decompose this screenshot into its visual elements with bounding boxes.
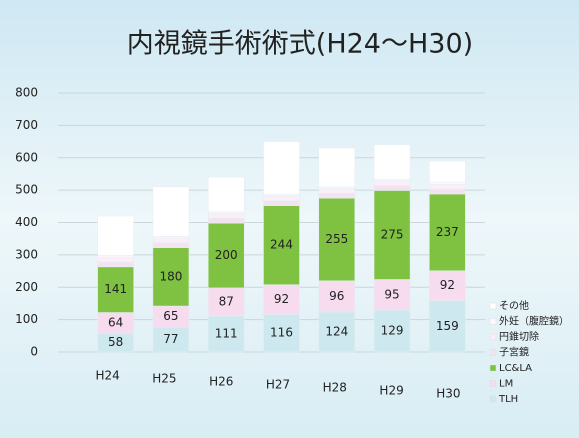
data-label: 141: [104, 282, 127, 296]
y-tick-label: 500: [15, 183, 38, 197]
bar-segment: [207, 315, 245, 353]
data-label: 95: [384, 287, 399, 301]
y-tick-label: 800: [15, 86, 38, 100]
data-label: 116: [270, 326, 293, 340]
bar-segment: [373, 180, 411, 186]
data-label: 255: [325, 232, 348, 246]
bar-segment: [263, 205, 300, 285]
bar-segment: [373, 144, 411, 180]
legend-swatch: [489, 333, 497, 341]
x-tick-label: H30: [436, 387, 460, 401]
data-label: 77: [163, 332, 178, 346]
legend-label: LC&LA: [499, 363, 532, 374]
legend-swatch: [489, 318, 497, 325]
data-label: 87: [219, 294, 234, 308]
bar-segment: [318, 147, 356, 188]
data-label: 200: [215, 248, 238, 262]
x-tick-label: H24: [95, 369, 119, 383]
bar-segment: [429, 160, 466, 183]
bar-segment: [97, 215, 134, 256]
y-tick-label: 200: [15, 280, 38, 294]
data-label: 111: [215, 327, 238, 341]
chart-title: 内視鏡手術術式(H24〜H30): [127, 29, 473, 60]
legend-swatch: [489, 364, 497, 372]
bar-segment: [429, 193, 466, 271]
bar-segment: [263, 200, 300, 206]
bar-segment: [373, 190, 411, 280]
data-label: 65: [163, 309, 178, 323]
bar-segment: [207, 222, 245, 289]
legend-swatch: [489, 395, 497, 403]
bar-segment: [207, 176, 245, 213]
data-label: 244: [270, 238, 293, 252]
legend-swatch: [489, 349, 497, 356]
x-tick-label: H25: [152, 372, 176, 386]
data-label: 92: [440, 278, 455, 292]
bar-segment: [152, 247, 190, 307]
bar-segment: [318, 197, 356, 282]
y-tick-label: 0: [30, 345, 38, 359]
data-label: 96: [329, 289, 344, 303]
bar-segment: [207, 218, 245, 224]
bar-segment: [318, 188, 356, 194]
data-label: 92: [274, 292, 289, 306]
legend-label: LM: [499, 379, 513, 390]
bar-segment: [373, 279, 411, 311]
data-label: 58: [108, 335, 123, 349]
bar-segment: [263, 195, 300, 202]
legend-label: 外妊（腹腔鏡）: [499, 315, 569, 328]
bar-segment: [318, 280, 356, 313]
bar-segment: [97, 256, 134, 263]
y-tick-label: 600: [15, 150, 38, 164]
x-tick-label: H26: [209, 375, 233, 389]
bar-segment: [152, 186, 190, 237]
y-tick-label: 100: [15, 312, 38, 326]
bar-segment: [318, 193, 356, 199]
data-label: 129: [381, 324, 404, 338]
data-label: 64: [108, 315, 123, 329]
data-label: 159: [436, 319, 459, 333]
bar-segment: [152, 242, 190, 249]
legend-swatch: [489, 380, 497, 387]
legend-label: その他: [499, 299, 529, 312]
x-tick-label: H27: [266, 378, 290, 392]
bar-segment: [97, 261, 134, 268]
y-tick-label: 300: [15, 247, 38, 261]
bar-segment: [429, 188, 466, 195]
data-label: 275: [381, 227, 404, 241]
x-tick-label: H29: [379, 384, 403, 398]
legend-swatch: [489, 302, 497, 310]
legend-label: 円錐切除: [499, 330, 539, 343]
data-label: 180: [159, 269, 182, 283]
y-tick-label: 400: [15, 215, 38, 229]
bar-segment: [152, 326, 190, 353]
x-tick-label: H28: [323, 381, 347, 395]
bar-segment: [373, 185, 411, 191]
bar-segment: [429, 270, 466, 301]
bar-segment: [263, 141, 300, 195]
bar-segment: [373, 309, 411, 353]
bar-segment: [429, 300, 466, 353]
legend-label: 子宮鏡: [499, 346, 529, 359]
y-tick-label: 700: [15, 118, 38, 132]
bar-segment: [207, 287, 245, 317]
bar-segment: [152, 237, 190, 244]
data-label: 237: [436, 225, 459, 239]
bar-segment: [318, 311, 356, 353]
data-label: 124: [325, 324, 348, 338]
bar-segment: [429, 184, 466, 190]
bar-segment: [263, 314, 300, 353]
bar-segment: [207, 213, 245, 219]
legend-label: TLH: [498, 394, 518, 405]
